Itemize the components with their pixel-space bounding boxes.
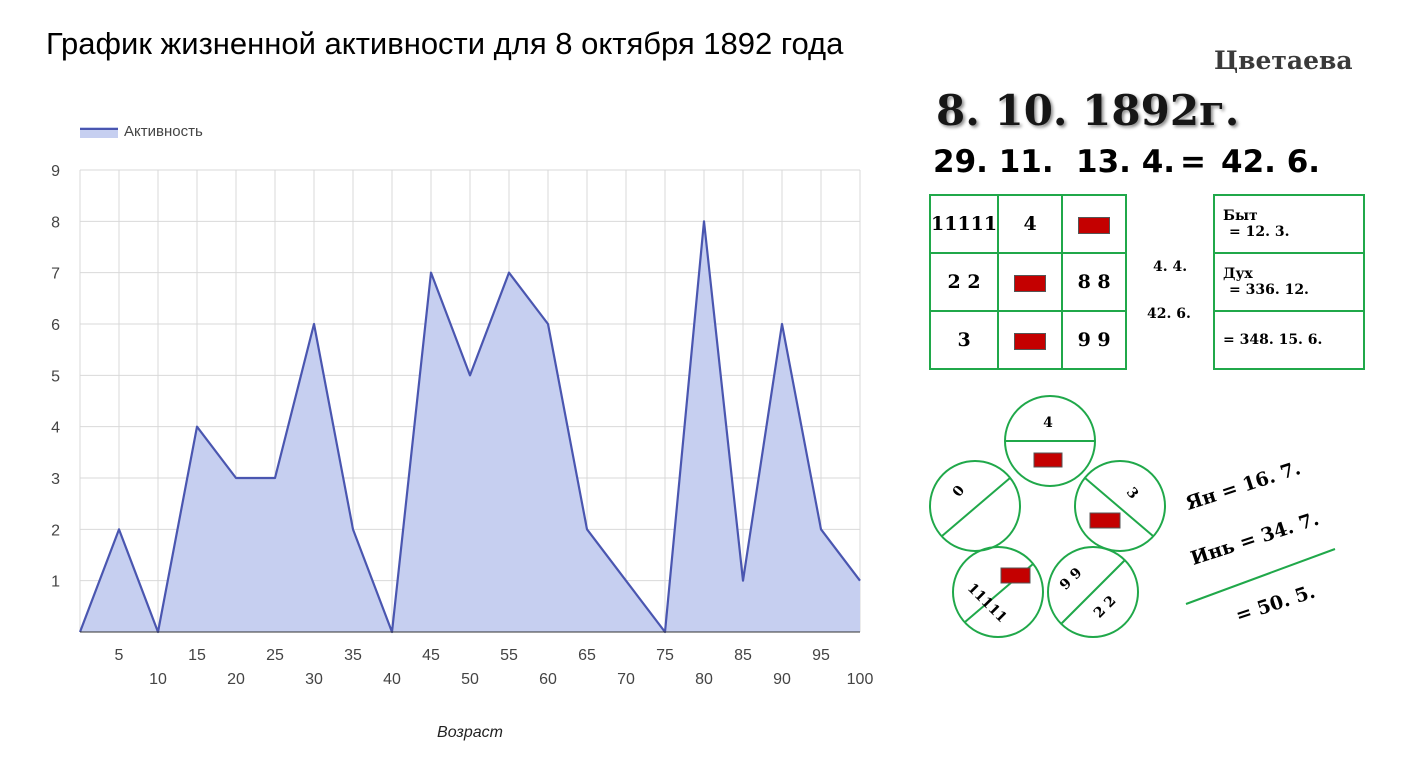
x-tick-label: 55 bbox=[500, 647, 518, 664]
y-tick-label: 8 bbox=[51, 214, 60, 231]
spheres-table: Быт = 12. 3. Дух = 336. 12. = 348. 15. 6… bbox=[1213, 194, 1365, 370]
circle-2-top: 0 bbox=[950, 482, 969, 500]
circle-5-top: 9 9 bbox=[1057, 565, 1086, 594]
chart-area bbox=[78, 220, 861, 634]
y-tick-label: 9 bbox=[51, 163, 60, 180]
grid-cell: 9 9 bbox=[1061, 310, 1128, 370]
x-tick-label: 80 bbox=[695, 671, 713, 688]
x-axis-label: Возраст bbox=[437, 724, 503, 741]
x-tick-label: 10 bbox=[149, 671, 167, 688]
chart-legend: Активность bbox=[80, 123, 203, 140]
area-fill bbox=[80, 221, 860, 633]
sphere-value: = 348. 15. 6. bbox=[1223, 332, 1323, 348]
y-tick-label: 6 bbox=[51, 317, 60, 334]
grid-cell: 2 2 bbox=[928, 252, 1000, 312]
sphere-value: = 336. 12. bbox=[1229, 282, 1309, 298]
side-note-2: 42. 6. bbox=[1147, 306, 1191, 322]
x-tick-label: 85 bbox=[734, 647, 752, 664]
sum-total: 42. 6. bbox=[1221, 144, 1321, 180]
x-tick-label: 65 bbox=[578, 647, 596, 664]
grid-cell-empty bbox=[997, 310, 1064, 370]
x-tick-label: 30 bbox=[305, 671, 323, 688]
y-tick-label: 3 bbox=[51, 471, 60, 488]
empty-marker-icon bbox=[1078, 216, 1111, 234]
circle-4-bottom: 11111 bbox=[964, 580, 1010, 626]
person-name: Цветаева bbox=[1214, 46, 1353, 75]
empty-marker-icon bbox=[1014, 332, 1047, 350]
circle-1-top: 4 bbox=[1043, 415, 1053, 431]
x-tick-label: 70 bbox=[617, 671, 635, 688]
x-tick-label: 60 bbox=[539, 671, 557, 688]
birth-date: 8. 10. 1892г. bbox=[936, 86, 1240, 135]
circle-5-bottom: 2 2 bbox=[1091, 593, 1120, 622]
y-tick-label: 2 bbox=[51, 522, 60, 539]
sphere-label: Быт bbox=[1223, 208, 1258, 224]
sphere-dukh: Дух = 336. 12. bbox=[1213, 252, 1365, 312]
sum-1: 29. 11. bbox=[933, 144, 1054, 180]
x-tick-label: 35 bbox=[344, 647, 362, 664]
sphere-byt: Быт = 12. 3. bbox=[1213, 194, 1365, 254]
sum-2: 13. 4. bbox=[1076, 144, 1176, 180]
x-tick-label: 90 bbox=[773, 671, 791, 688]
sphere-label: Дух bbox=[1223, 266, 1253, 282]
legend-label: Активность bbox=[124, 123, 203, 140]
sum-equals: = bbox=[1180, 144, 1206, 180]
legend-swatch bbox=[80, 127, 118, 138]
empty-marker-icon bbox=[1089, 512, 1121, 529]
y-tick-label: 4 bbox=[51, 420, 60, 437]
empty-marker-icon bbox=[1014, 274, 1047, 292]
sphere-total: = 348. 15. 6. bbox=[1213, 310, 1365, 370]
x-tick-label: 50 bbox=[461, 671, 479, 688]
x-tick-label: 95 bbox=[812, 647, 830, 664]
side-note-1: 4. 4. bbox=[1153, 259, 1188, 275]
y-tick-label: 5 bbox=[51, 368, 60, 385]
sphere-value: = 12. 3. bbox=[1229, 224, 1290, 240]
circle-3-top: 3 bbox=[1123, 485, 1142, 503]
x-tick-label: 15 bbox=[188, 647, 206, 664]
empty-marker-icon bbox=[1033, 452, 1063, 468]
x-tick-label: 20 bbox=[227, 671, 245, 688]
grid-cell: 3 bbox=[928, 310, 1000, 370]
y-tick-label: 1 bbox=[51, 574, 60, 591]
x-tick-label: 5 bbox=[115, 647, 124, 664]
grid-cell: 4 bbox=[997, 194, 1064, 254]
grid-cell: 8 8 bbox=[1061, 252, 1128, 312]
psychomatrix-grid: 11111 4 2 2 8 8 3 9 9 bbox=[928, 194, 1128, 370]
grid-cell-empty bbox=[1061, 194, 1128, 254]
x-tick-label: 40 bbox=[383, 671, 401, 688]
page-title: График жизненной активности для 8 октябр… bbox=[46, 26, 844, 61]
y-tick-label: 7 bbox=[51, 266, 60, 283]
x-tick-label: 75 bbox=[656, 647, 674, 664]
grid-cell-empty bbox=[997, 252, 1064, 312]
grid-cell: 11111 bbox=[928, 194, 1000, 254]
x-tick-label: 25 bbox=[266, 647, 284, 664]
x-tick-label: 45 bbox=[422, 647, 440, 664]
x-tick-label: 100 bbox=[847, 671, 874, 688]
empty-marker-icon bbox=[1000, 567, 1031, 584]
